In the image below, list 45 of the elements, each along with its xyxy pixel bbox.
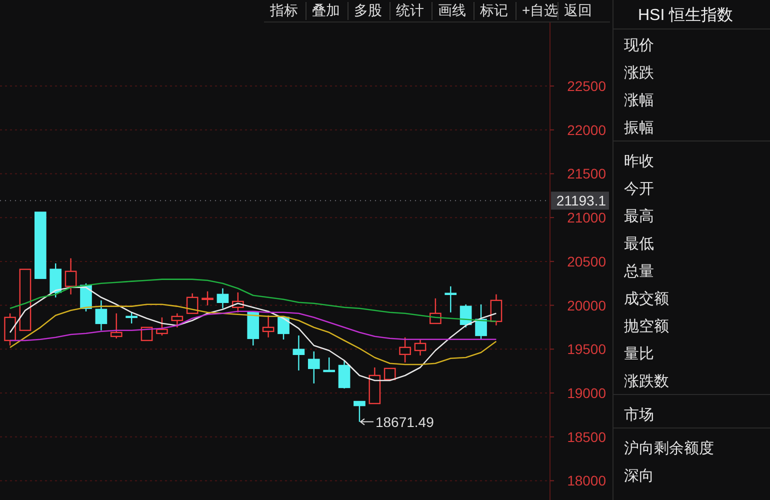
candlestick [414,338,426,356]
candlestick [171,312,184,328]
text: 返回 [564,2,592,18]
text: 量比 [624,346,654,362]
text: 涨幅 [624,92,654,109]
text: 涨跌 [624,64,654,82]
text: 市场 [624,406,654,424]
candlestick [262,314,274,338]
y-tick-label: 20500 [567,253,606,270]
text: 标记 [479,2,508,18]
text: 沪向剩余额度 [624,440,714,457]
y-tick-label: 20000 [567,297,606,314]
candlestick [95,300,108,331]
y-tick-label: 18500 [567,428,606,445]
text: 最高 [624,208,654,225]
text: 现价 [624,37,654,54]
y-tick-label: 22500 [567,78,606,94]
candlestick [216,288,229,309]
text: 振幅 [624,120,654,136]
text: 抛空额 [624,318,669,335]
text: 指标 [269,2,298,18]
text: 深向 [624,468,654,484]
annotation: 18671.49 [375,414,434,430]
text: 涨跌数 [624,373,669,390]
text: 成交额 [624,290,669,308]
text: HSI 恒生指数 [638,6,734,24]
y-tick-label: 22000 [567,122,606,138]
candlestick [490,294,502,326]
candlestick [64,258,77,296]
y-tick-label: 19000 [567,385,606,401]
candlestick [292,334,305,372]
text: 最低 [624,236,654,252]
text: 统计 [396,2,424,18]
text: 昨收 [624,153,654,170]
y-tick-label: 19500 [567,341,606,358]
text: 画线 [438,2,466,18]
y-tick-label: 21000 [567,210,606,226]
text: 今开 [624,180,654,198]
y-tick-label: 21500 [567,166,606,182]
text: 总量 [623,263,654,280]
text: 叠加 [312,2,340,18]
ref-line-label: 21193.1 [556,192,606,209]
text: +自选 [522,2,558,18]
y-tick-label: 18000 [567,472,606,489]
text: 多股 [354,2,382,18]
